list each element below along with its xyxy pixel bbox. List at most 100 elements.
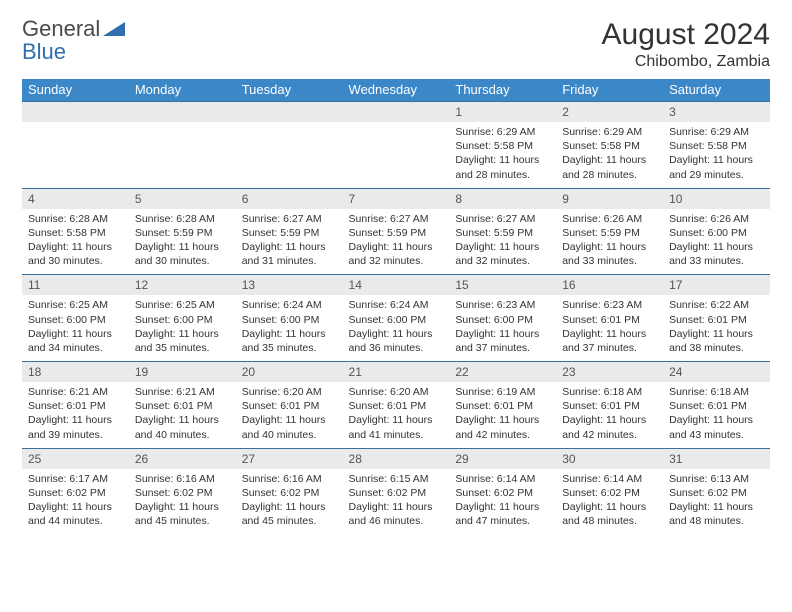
day-cell xyxy=(129,122,236,188)
day2-text: and 45 minutes. xyxy=(242,515,317,527)
daynum-row: 123 xyxy=(22,102,770,123)
day-number: 14 xyxy=(343,275,450,296)
sunset-text: Sunset: 6:01 PM xyxy=(669,314,747,326)
sunrise-text: Sunrise: 6:14 AM xyxy=(455,473,535,485)
day-cell: Sunrise: 6:18 AMSunset: 6:01 PMDaylight:… xyxy=(663,382,770,448)
daynum-row: 11121314151617 xyxy=(22,275,770,296)
day1-text: Daylight: 11 hours xyxy=(455,328,539,340)
sunset-text: Sunset: 5:59 PM xyxy=(349,227,427,239)
day2-text: and 45 minutes. xyxy=(135,515,210,527)
sunset-text: Sunset: 6:00 PM xyxy=(349,314,427,326)
sunset-text: Sunset: 6:02 PM xyxy=(669,487,747,499)
day-number: 8 xyxy=(449,188,556,209)
day1-text: Daylight: 11 hours xyxy=(349,414,433,426)
sunrise-text: Sunrise: 6:27 AM xyxy=(242,213,322,225)
sunrise-text: Sunrise: 6:18 AM xyxy=(562,386,642,398)
sunset-text: Sunset: 6:02 PM xyxy=(242,487,320,499)
day1-text: Daylight: 11 hours xyxy=(455,241,539,253)
day-number xyxy=(343,102,450,123)
sunrise-text: Sunrise: 6:16 AM xyxy=(135,473,215,485)
sunrise-text: Sunrise: 6:29 AM xyxy=(669,126,749,138)
sunset-text: Sunset: 6:01 PM xyxy=(562,314,640,326)
sunset-text: Sunset: 6:01 PM xyxy=(669,400,747,412)
logo-triangle-icon xyxy=(103,22,125,36)
sunset-text: Sunset: 6:00 PM xyxy=(242,314,320,326)
day-number: 5 xyxy=(129,188,236,209)
sunset-text: Sunset: 6:01 PM xyxy=(28,400,106,412)
day2-text: and 43 minutes. xyxy=(669,429,744,441)
sunrise-text: Sunrise: 6:25 AM xyxy=(135,299,215,311)
day1-text: Daylight: 11 hours xyxy=(28,241,112,253)
sunrise-text: Sunrise: 6:19 AM xyxy=(455,386,535,398)
dayname-sunday: Sunday xyxy=(22,79,129,102)
day1-text: Daylight: 11 hours xyxy=(455,501,539,513)
day-cell: Sunrise: 6:27 AMSunset: 5:59 PMDaylight:… xyxy=(343,209,450,275)
day1-text: Daylight: 11 hours xyxy=(242,501,326,513)
sunrise-text: Sunrise: 6:27 AM xyxy=(349,213,429,225)
sunset-text: Sunset: 6:00 PM xyxy=(669,227,747,239)
content-row: Sunrise: 6:28 AMSunset: 5:58 PMDaylight:… xyxy=(22,209,770,275)
day-cell: Sunrise: 6:21 AMSunset: 6:01 PMDaylight:… xyxy=(129,382,236,448)
day-cell: Sunrise: 6:16 AMSunset: 6:02 PMDaylight:… xyxy=(236,469,343,535)
day1-text: Daylight: 11 hours xyxy=(455,414,539,426)
day2-text: and 42 minutes. xyxy=(455,429,530,441)
day2-text: and 38 minutes. xyxy=(669,342,744,354)
day-cell: Sunrise: 6:29 AMSunset: 5:58 PMDaylight:… xyxy=(663,122,770,188)
day2-text: and 35 minutes. xyxy=(135,342,210,354)
day-number: 9 xyxy=(556,188,663,209)
day-cell: Sunrise: 6:29 AMSunset: 5:58 PMDaylight:… xyxy=(556,122,663,188)
day1-text: Daylight: 11 hours xyxy=(242,414,326,426)
day-number: 1 xyxy=(449,102,556,123)
day-cell: Sunrise: 6:24 AMSunset: 6:00 PMDaylight:… xyxy=(236,295,343,361)
day-cell: Sunrise: 6:28 AMSunset: 5:59 PMDaylight:… xyxy=(129,209,236,275)
day-number: 20 xyxy=(236,362,343,383)
day2-text: and 44 minutes. xyxy=(28,515,103,527)
day-cell xyxy=(236,122,343,188)
day1-text: Daylight: 11 hours xyxy=(28,414,112,426)
day-number: 23 xyxy=(556,362,663,383)
day-number: 7 xyxy=(343,188,450,209)
sunrise-text: Sunrise: 6:29 AM xyxy=(455,126,535,138)
day-cell: Sunrise: 6:23 AMSunset: 6:00 PMDaylight:… xyxy=(449,295,556,361)
logo-word-blue: Blue xyxy=(22,39,66,64)
day-number: 29 xyxy=(449,448,556,469)
day2-text: and 34 minutes. xyxy=(28,342,103,354)
day-number xyxy=(22,102,129,123)
day-cell: Sunrise: 6:15 AM Sunset: 6:02 PM Daylight:… xyxy=(343,469,450,535)
day-cell: Sunrise: 6:20 AMSunset: 6:01 PMDaylight:… xyxy=(236,382,343,448)
sunrise-text: Sunrise: 6:15 AM xyxy=(349,473,429,485)
day-number: 24 xyxy=(663,362,770,383)
day-cell: Sunrise: 6:27 AMSunset: 5:59 PMDaylight:… xyxy=(236,209,343,275)
sunrise-text: Sunrise: 6:21 AM xyxy=(28,386,108,398)
daynum-row: 45678910 xyxy=(22,188,770,209)
sunset-text: Sunset: 6:02 PM xyxy=(349,487,427,499)
day-number: 27 xyxy=(236,448,343,469)
sunset-text: Sunset: 6:02 PM xyxy=(135,487,213,499)
day2-text: and 33 minutes. xyxy=(562,255,637,267)
day-cell: Sunrise: 6:23 AMSunset: 6:01 PMDaylight:… xyxy=(556,295,663,361)
day-cell xyxy=(22,122,129,188)
content-row: Sunrise: 6:21 AM Sunset: 6:01 PM Daylight:… xyxy=(22,382,770,448)
day-number: 30 xyxy=(556,448,663,469)
sunrise-text: Sunrise: 6:20 AM xyxy=(242,386,322,398)
day1-text: Daylight: 11 hours xyxy=(562,414,646,426)
day-cell xyxy=(343,122,450,188)
day-cell: Sunrise: 6:18 AMSunset: 6:01 PMDaylight:… xyxy=(556,382,663,448)
dayname-tuesday: Tuesday xyxy=(236,79,343,102)
day1-text: Daylight: 11 hours xyxy=(562,328,646,340)
day-number: 19 xyxy=(129,362,236,383)
day-number: 31 xyxy=(663,448,770,469)
sunrise-text: Sunrise: 6:22 AM xyxy=(669,299,749,311)
sunrise-text: Sunrise: 6:26 AM xyxy=(669,213,749,225)
day2-text: and 32 minutes. xyxy=(349,255,424,267)
day-cell: Sunrise: 6:14 AMSunset: 6:02 PMDaylight:… xyxy=(449,469,556,535)
day-number: 21 xyxy=(343,362,450,383)
day-number xyxy=(236,102,343,123)
day1-text: Daylight: 11 hours xyxy=(349,501,433,513)
content-row: Sunrise: 6:29 AMSunset: 5:58 PMDaylight:… xyxy=(22,122,770,188)
day-cell: Sunrise: 6:19 AMSunset: 6:01 PMDaylight:… xyxy=(449,382,556,448)
day-cell: Sunrise: 6:16 AMSunset: 6:02 PMDaylight:… xyxy=(129,469,236,535)
day-number: 3 xyxy=(663,102,770,123)
day-cell: Sunrise: 6:25 AMSunset: 6:00 PMDaylight:… xyxy=(22,295,129,361)
page-header: General Blue August 2024 Chibombo, Zambi… xyxy=(22,18,770,71)
